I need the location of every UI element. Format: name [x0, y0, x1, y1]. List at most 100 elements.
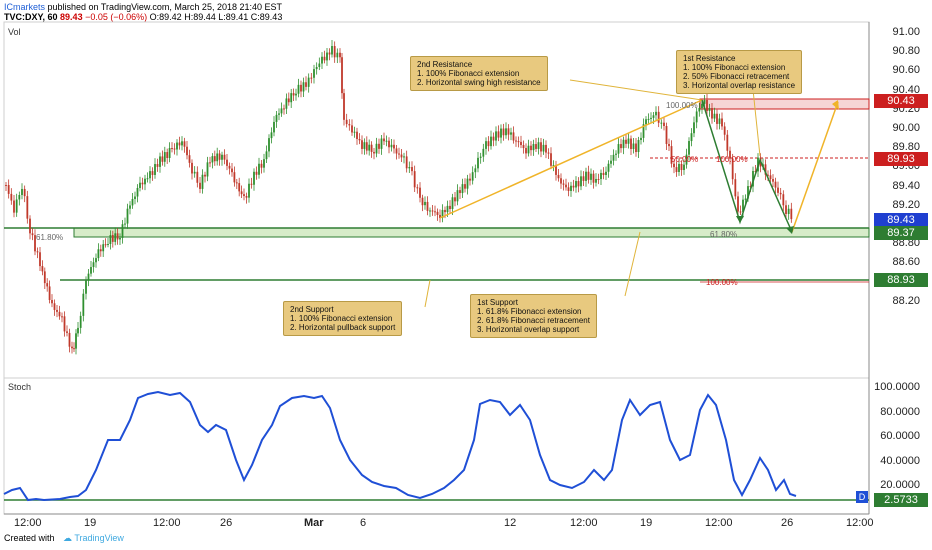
- candle-body: [87, 273, 90, 281]
- candle-body: [400, 154, 403, 158]
- candle-body: [655, 111, 657, 116]
- candle-body: [413, 171, 416, 188]
- candle-body: [552, 165, 555, 167]
- publish-line: ICmarkets published on TradingView.com, …: [4, 2, 282, 12]
- candle-body: [675, 167, 678, 172]
- note-1st-support[interactable]: 1st Support 1. 61.8% Fibonacci extension…: [470, 294, 597, 338]
- candle-body: [315, 67, 318, 70]
- candle-body: [213, 156, 216, 162]
- price-tag: 90.43: [874, 94, 928, 108]
- candle-body: [56, 309, 58, 312]
- candle-body: [492, 136, 495, 141]
- price-axis-label: 88.20: [892, 294, 920, 307]
- stoch-axis-label: 100.0000: [874, 381, 920, 393]
- candle-body: [718, 118, 721, 124]
- candle-body: [243, 194, 245, 197]
- candle-body: [444, 209, 446, 213]
- candle-body: [431, 210, 434, 212]
- candle-body: [129, 205, 131, 209]
- candle-body: [570, 185, 572, 191]
- stoch-value-tag: 2.5733: [874, 493, 928, 507]
- trend-line-yellow: [439, 99, 703, 219]
- note-2nd-support[interactable]: 2nd Support 1. 100% Fibonacci extension …: [283, 301, 403, 336]
- candle-body: [446, 205, 449, 213]
- candle-body: [321, 56, 323, 64]
- candle-body: [517, 141, 520, 143]
- publisher-link[interactable]: ICmarkets: [4, 2, 46, 12]
- candle-body: [698, 108, 701, 112]
- candle-body: [23, 188, 26, 197]
- candle-body: [176, 142, 178, 150]
- candle-body: [283, 108, 285, 110]
- candle-body: [640, 137, 642, 141]
- candle-body: [495, 131, 497, 141]
- candle-body: [657, 111, 660, 123]
- stoch-axis-label: 40.0000: [880, 454, 920, 467]
- note-1st-resistance[interactable]: 1st Resistance 1. 100% Fibonacci extensi…: [676, 50, 803, 94]
- candle-body: [683, 164, 685, 171]
- candle-body: [512, 132, 515, 141]
- candle-body: [557, 174, 560, 179]
- candle-body: [163, 152, 166, 162]
- time-axis-label: 12:00: [846, 517, 874, 529]
- candle-body: [469, 178, 471, 181]
- candle-body: [353, 131, 356, 133]
- candle-body: [313, 69, 315, 78]
- candle-body: [95, 258, 97, 263]
- candle-body: [15, 199, 18, 213]
- candle-body: [265, 151, 268, 160]
- candle-body: [416, 187, 419, 189]
- candle-body: [485, 141, 487, 149]
- candle-body: [343, 93, 345, 120]
- candle-body: [82, 293, 85, 316]
- stoch-line: [3, 390, 797, 502]
- candle-body: [278, 113, 280, 115]
- candle-body: [178, 142, 181, 146]
- time-axis-label: 12:00: [570, 517, 598, 529]
- fib-label-50: 50.00%: [671, 155, 699, 164]
- candle-body: [238, 183, 241, 192]
- candle-body: [361, 140, 363, 149]
- candle-body: [764, 164, 767, 175]
- candle-body: [560, 178, 562, 184]
- candle-body: [61, 316, 63, 318]
- candle-body: [678, 163, 680, 172]
- candle-body: [471, 172, 474, 181]
- symbol[interactable]: TVC:DXY, 60: [4, 12, 58, 22]
- note-2nd-resistance[interactable]: 2nd Resistance 1. 100% Fibonacci extensi…: [410, 56, 548, 91]
- price-axis-label: 89.20: [892, 198, 920, 211]
- price-axis-label: 89.40: [892, 179, 920, 192]
- candle-body: [41, 266, 44, 272]
- candle-body: [555, 165, 557, 175]
- candle-body: [341, 57, 343, 94]
- candle-body: [250, 183, 253, 185]
- candle-body: [363, 142, 366, 149]
- candle-body: [782, 194, 785, 206]
- candle-body: [632, 143, 635, 149]
- candle-body: [358, 139, 361, 141]
- candle-body: [627, 138, 630, 144]
- footer-brand[interactable]: TradingView: [74, 533, 124, 543]
- candle-body: [370, 144, 373, 152]
- candle-body: [779, 192, 782, 195]
- candle-body: [449, 205, 451, 209]
- time-axis-label: Mar: [304, 517, 324, 529]
- candle-body: [530, 145, 532, 151]
- price-axis-label: 91.00: [892, 26, 920, 38]
- candle-body: [156, 164, 159, 167]
- tradingview-logo-icon: ☁: [63, 533, 73, 543]
- candle-body: [615, 153, 617, 155]
- candle-body: [436, 211, 439, 215]
- time-axis-label: 6: [360, 517, 367, 529]
- candle-body: [31, 233, 34, 236]
- candle-body: [600, 172, 602, 180]
- stoch-d-badge[interactable]: D: [856, 491, 868, 503]
- candle-body: [487, 141, 490, 147]
- time-axis-label: 26: [220, 517, 233, 529]
- candle-body: [737, 196, 739, 212]
- price-axis-label: 90.80: [892, 45, 920, 58]
- candle-body: [226, 159, 228, 166]
- candle-body: [734, 179, 737, 197]
- candle-body: [567, 187, 570, 191]
